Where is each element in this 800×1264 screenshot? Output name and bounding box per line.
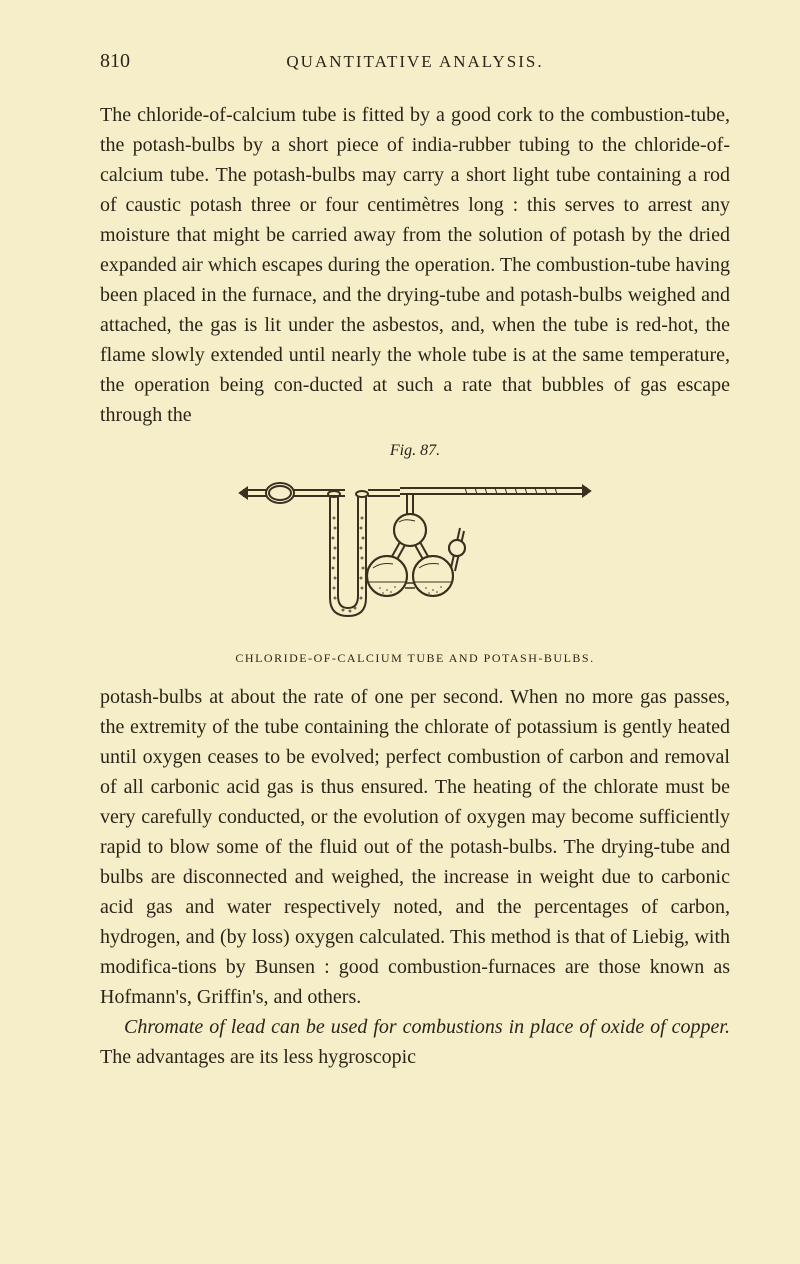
paragraph-2: potash-bulbs at about the rate of one pe…: [100, 682, 730, 1012]
figure-caption: CHLORIDE-OF-CALCIUM TUBE AND POTASH-BULB…: [100, 651, 730, 666]
page-number: 810: [100, 50, 130, 73]
header-title: QUANTITATIVE ANALYSIS.: [100, 50, 730, 72]
figure-container: [100, 468, 730, 643]
paragraph-3: Chromate of lead can be used for combust…: [100, 1012, 730, 1072]
figure-label: Fig. 87.: [100, 442, 730, 460]
paragraph-3-plain: The advantages are its less hygroscopic: [100, 1046, 416, 1068]
paragraph-3-italic: Chromate of lead can be used for combust…: [124, 1016, 730, 1038]
apparatus-illustration: [235, 468, 595, 638]
paragraph-1: The chloride-of-calcium tube is fitted b…: [100, 100, 730, 430]
